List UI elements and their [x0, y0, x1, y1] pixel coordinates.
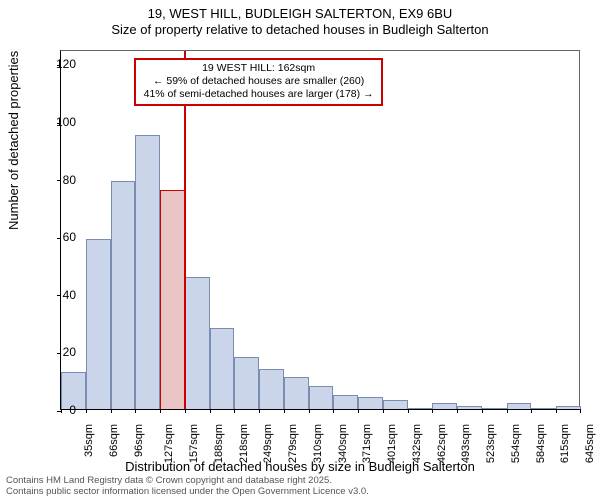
x-tick-label: 615sqm — [560, 424, 572, 463]
histogram-bar — [333, 395, 358, 409]
histogram-bar — [358, 397, 383, 409]
callout-line: 41% of semi-detached houses are larger (… — [140, 88, 378, 101]
x-tick-label: 249sqm — [262, 424, 274, 463]
x-tick-mark — [61, 409, 62, 413]
x-tick-label: 523sqm — [485, 424, 497, 463]
histogram-bar — [531, 408, 556, 409]
x-tick-label: 188sqm — [213, 424, 225, 463]
y-tick-label: 20 — [63, 345, 76, 359]
x-tick-label: 401sqm — [386, 424, 398, 463]
x-tick-mark — [185, 409, 186, 413]
y-tick-label: 60 — [63, 230, 76, 244]
histogram-bar — [210, 328, 235, 409]
histogram-bar — [111, 181, 136, 409]
histogram-bar — [135, 135, 160, 409]
x-tick-mark — [333, 409, 334, 413]
histogram-bar — [234, 357, 259, 409]
x-tick-label: 127sqm — [163, 424, 175, 463]
histogram-bar-highlight — [160, 190, 185, 409]
x-tick-label: 432sqm — [411, 424, 423, 463]
histogram-bar — [185, 277, 210, 409]
x-tick-mark — [234, 409, 235, 413]
x-tick-mark — [531, 409, 532, 413]
x-tick-label: 66sqm — [108, 424, 120, 457]
y-tick-label: 40 — [63, 288, 76, 302]
x-tick-label: 371sqm — [362, 424, 374, 463]
x-tick-mark — [135, 409, 136, 413]
y-tick-mark — [57, 353, 61, 354]
chart-title: 19, WEST HILL, BUDLEIGH SALTERTON, EX9 6… — [0, 0, 600, 39]
x-tick-mark — [86, 409, 87, 413]
chart-root: 19, WEST HILL, BUDLEIGH SALTERTON, EX9 6… — [0, 0, 600, 500]
histogram-bar — [432, 403, 457, 409]
y-tick-mark — [57, 180, 61, 181]
histogram-bar — [482, 408, 507, 409]
x-tick-mark — [457, 409, 458, 413]
x-tick-label: 96sqm — [133, 424, 145, 457]
x-tick-mark — [408, 409, 409, 413]
y-tick-label: 120 — [56, 57, 76, 71]
x-tick-label: 493sqm — [461, 424, 473, 463]
x-tick-label: 554sqm — [510, 424, 522, 463]
x-tick-label: 310sqm — [312, 424, 324, 463]
x-tick-label: 35sqm — [83, 424, 95, 457]
plot-area: 19 WEST HILL: 162sqm← 59% of detached ho… — [60, 50, 580, 410]
x-tick-mark — [383, 409, 384, 413]
histogram-bar — [86, 239, 111, 409]
x-tick-label: 279sqm — [287, 424, 299, 463]
x-tick-mark — [482, 409, 483, 413]
x-tick-label: 462sqm — [436, 424, 448, 463]
histogram-bar — [507, 403, 532, 409]
y-tick-label: 100 — [56, 115, 76, 129]
x-tick-mark — [111, 409, 112, 413]
x-tick-mark — [556, 409, 557, 413]
histogram-bar — [383, 400, 408, 409]
y-tick-mark — [57, 238, 61, 239]
y-axis-label: Number of detached properties — [6, 51, 21, 230]
title-line-1: 19, WEST HILL, BUDLEIGH SALTERTON, EX9 6… — [0, 6, 600, 22]
x-tick-mark — [507, 409, 508, 413]
y-tick-mark — [57, 295, 61, 296]
y-tick-label: 80 — [63, 173, 76, 187]
x-tick-label: 645sqm — [584, 424, 596, 463]
x-tick-mark — [160, 409, 161, 413]
x-tick-mark — [432, 409, 433, 413]
x-tick-mark — [309, 409, 310, 413]
x-tick-mark — [284, 409, 285, 413]
histogram-bar — [309, 386, 334, 409]
x-tick-label: 340sqm — [337, 424, 349, 463]
x-tick-label: 218sqm — [238, 424, 250, 463]
x-tick-label: 157sqm — [188, 424, 200, 463]
y-tick-label: 0 — [69, 403, 76, 417]
x-tick-mark — [580, 409, 581, 413]
title-line-2: Size of property relative to detached ho… — [0, 22, 600, 38]
x-tick-mark — [210, 409, 211, 413]
callout-box: 19 WEST HILL: 162sqm← 59% of detached ho… — [134, 58, 384, 105]
x-tick-label: 584sqm — [535, 424, 547, 463]
histogram-bar — [284, 377, 309, 409]
callout-line: ← 59% of detached houses are smaller (26… — [140, 75, 378, 88]
histogram-bar — [259, 369, 284, 409]
x-tick-mark — [259, 409, 260, 413]
histogram-bar — [556, 406, 581, 409]
attribution-line-2: Contains public sector information licen… — [6, 487, 369, 498]
attribution: Contains HM Land Registry data © Crown c… — [6, 476, 369, 498]
histogram-bar — [457, 406, 482, 409]
histogram-bar — [408, 408, 433, 409]
x-tick-mark — [358, 409, 359, 413]
callout-line: 19 WEST HILL: 162sqm — [140, 62, 378, 75]
